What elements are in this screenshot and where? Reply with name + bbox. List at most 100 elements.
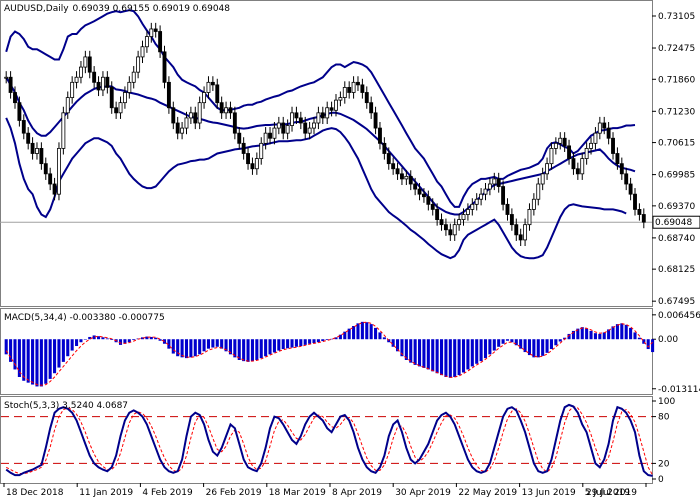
- price-bar-body: [430, 203, 435, 210]
- price-bar-body: [290, 112, 294, 126]
- macd-bar: [453, 339, 457, 377]
- price-bar-body: [294, 112, 299, 119]
- macd-bar: [202, 339, 206, 352]
- price-bar-body: [382, 142, 387, 154]
- macd-bar: [620, 323, 624, 340]
- macd-bar: [9, 339, 13, 362]
- macd-bar: [158, 339, 162, 341]
- price-bar-body: [26, 132, 31, 144]
- macd-bar: [57, 339, 61, 368]
- price-bar-body: [465, 209, 470, 215]
- price-bar-body: [435, 209, 440, 220]
- macd-bar: [624, 324, 628, 340]
- price-bar-body: [166, 81, 171, 109]
- stoch-signal-line: [5, 405, 654, 476]
- price-bar-body: [131, 71, 136, 83]
- price-bar-body: [307, 127, 312, 134]
- macd-bar: [492, 339, 496, 351]
- bollinger-middle: [5, 76, 636, 216]
- macd-bar: [13, 339, 17, 370]
- price-bar-body: [325, 107, 330, 119]
- time-tick-label: 30 Apr 2019: [395, 488, 451, 498]
- price-bar-body: [426, 196, 431, 205]
- macd-bar: [154, 337, 158, 340]
- price-bar-body: [378, 127, 382, 144]
- macd-bar: [580, 327, 584, 340]
- macd-bar: [272, 339, 276, 353]
- price-bar-body: [268, 132, 272, 139]
- macd-bar: [422, 339, 426, 368]
- price-bar-body: [100, 76, 105, 91]
- price-bar-body: [17, 102, 22, 121]
- macd-bar: [242, 339, 246, 362]
- price-bar-body: [57, 148, 61, 195]
- macd-bar: [391, 339, 395, 347]
- macd-bar: [558, 339, 562, 342]
- macd-bar: [118, 339, 123, 345]
- price-bar-body: [39, 148, 44, 165]
- price-bar-body: [263, 132, 268, 144]
- price-bar-body: [448, 229, 453, 236]
- macd-bar: [629, 327, 633, 340]
- macd-bar: [259, 339, 263, 359]
- price-bar-body: [373, 112, 378, 129]
- price-bar-body: [338, 97, 343, 101]
- macd-bar: [532, 339, 536, 358]
- macd-bar: [554, 339, 558, 346]
- macd-bar: [70, 339, 74, 351]
- price-bar-body: [193, 112, 198, 124]
- macd-bar: [352, 326, 356, 340]
- time-tick-label: 4 Feb 2019: [142, 488, 193, 498]
- macd-bar: [281, 339, 285, 350]
- price-bar-body: [206, 81, 211, 93]
- price-bar-body: [316, 112, 321, 124]
- macd-bar: [488, 339, 492, 355]
- macd-bar: [404, 339, 408, 360]
- price-bar-body: [30, 142, 35, 154]
- macd-tick-label: 0.00: [658, 335, 678, 345]
- time-tick-label: 11 Jan 2019: [79, 488, 133, 498]
- price-bar-body: [386, 153, 391, 165]
- price-bar-body: [241, 142, 246, 154]
- stoch-main-line: [5, 403, 653, 477]
- macd-bar: [360, 321, 364, 340]
- price-bar-body: [633, 193, 637, 210]
- macd-bar: [224, 339, 228, 352]
- macd-histogram: [4, 321, 655, 387]
- macd-bar: [26, 339, 30, 383]
- macd-bar: [294, 339, 298, 347]
- macd-bar: [316, 339, 320, 343]
- price-bar-body: [562, 137, 567, 147]
- macd-bar: [255, 339, 259, 360]
- price-bar-body: [518, 234, 523, 241]
- price-bar-body: [153, 28, 158, 32]
- price-bar-body: [496, 178, 501, 187]
- stoch-y-axis: 100 80 20 0: [652, 397, 675, 485]
- price-bar-body: [404, 175, 409, 180]
- macd-bar: [303, 339, 307, 345]
- price-bar-body: [606, 127, 611, 139]
- macd-bar: [233, 339, 237, 358]
- macd-bar: [290, 339, 294, 348]
- price-bar-body: [70, 81, 75, 98]
- time-tick-label: 18 Dec 2018: [6, 488, 64, 498]
- macd-bar: [576, 328, 580, 340]
- macd-bar: [598, 333, 602, 340]
- macd-bar: [308, 339, 312, 344]
- macd-bar: [145, 336, 149, 340]
- macd-bar: [356, 323, 360, 340]
- macd-bar: [536, 339, 540, 358]
- macd-bar: [611, 326, 615, 340]
- macd-bar: [615, 324, 619, 340]
- macd-bar: [149, 336, 153, 340]
- price-bar-body: [281, 122, 286, 134]
- macd-bar: [246, 339, 250, 362]
- price-bar-body: [474, 198, 479, 205]
- macd-bar: [330, 338, 334, 340]
- price-bar-body: [505, 203, 510, 215]
- macd-bar: [228, 339, 232, 355]
- price-bar-body: [74, 76, 79, 83]
- stoch-panel: 100 80 20 0 Stoch(5,3,3) 3.5240 4.0687: [0, 396, 675, 485]
- macd-bar: [400, 339, 404, 357]
